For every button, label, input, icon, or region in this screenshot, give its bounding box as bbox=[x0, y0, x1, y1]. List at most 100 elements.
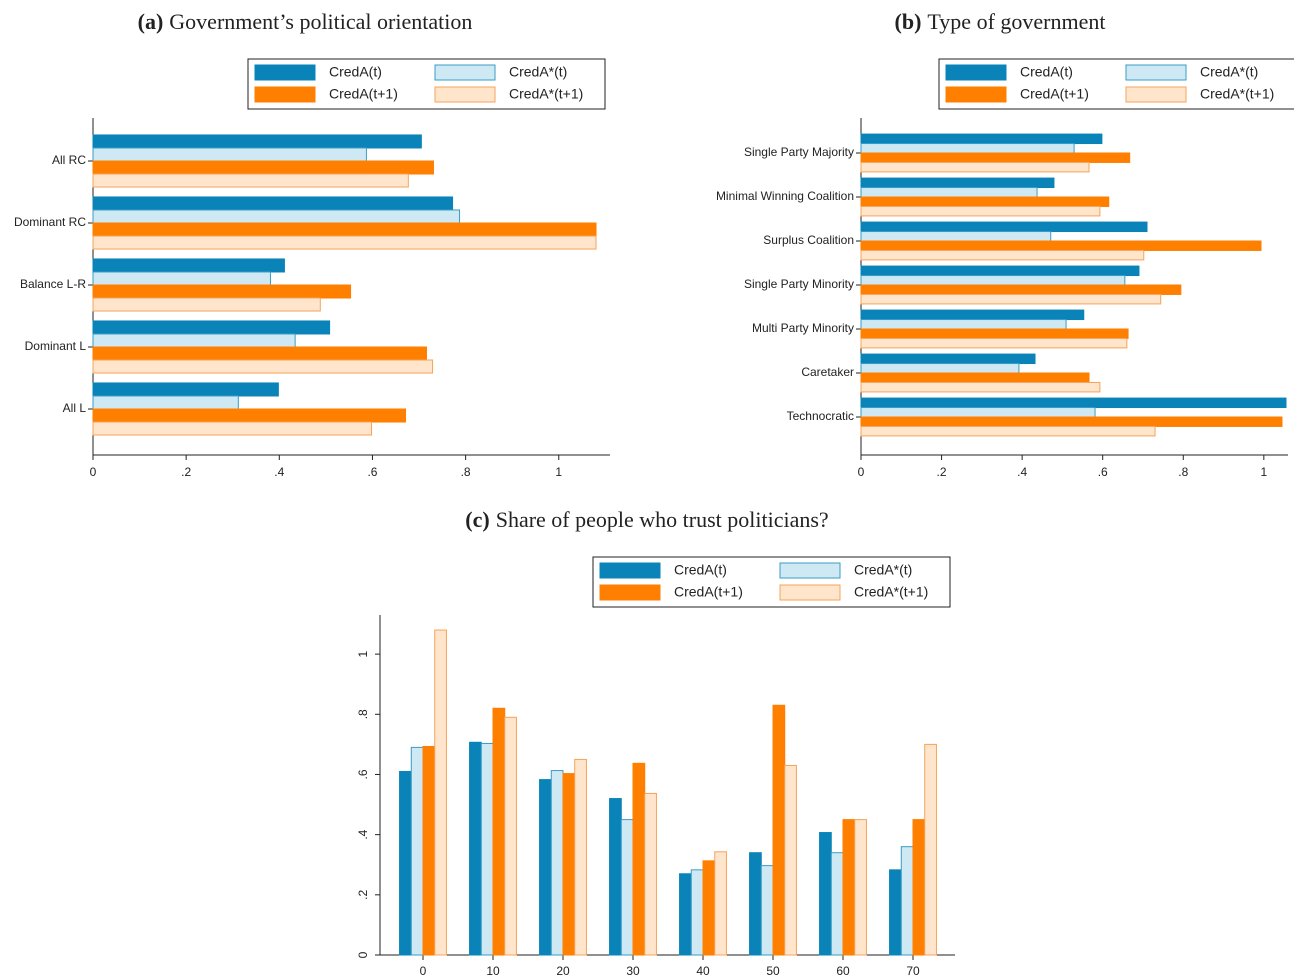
x-tick-label: .8 bbox=[1178, 465, 1188, 479]
legend-label: CredA*(t) bbox=[1200, 64, 1258, 80]
bar bbox=[860, 309, 1085, 321]
bar bbox=[492, 707, 506, 956]
legend-label: CredA(t+1) bbox=[674, 584, 743, 600]
legend-label: CredA(t) bbox=[674, 562, 727, 578]
bar bbox=[92, 382, 279, 397]
bar bbox=[784, 764, 797, 956]
y-tick-label: Caretaker bbox=[801, 365, 854, 379]
x-tick-label: 0 bbox=[90, 465, 97, 479]
x-tick-label: 40 bbox=[696, 964, 710, 978]
x-tick-label: 70 bbox=[906, 964, 920, 978]
bar bbox=[620, 819, 634, 956]
bar bbox=[749, 852, 762, 956]
x-tick-label: 1 bbox=[1260, 465, 1267, 479]
y-tick-label: Multi Party Minority bbox=[752, 321, 854, 335]
bar bbox=[860, 372, 1090, 383]
y-tick-label: .2 bbox=[356, 889, 370, 899]
y-tick-label: Single Party Minority bbox=[744, 277, 854, 291]
bar bbox=[860, 152, 1131, 163]
bar bbox=[469, 741, 482, 956]
chart-title: (a) Government’s political orientation bbox=[138, 9, 473, 34]
bar bbox=[860, 407, 1096, 418]
bar bbox=[562, 773, 576, 956]
bar bbox=[924, 743, 937, 956]
y-tick-label: .8 bbox=[356, 709, 370, 719]
bar bbox=[92, 134, 422, 149]
bar bbox=[860, 143, 1075, 154]
chart-title: (c) Share of people who trust politicians… bbox=[465, 507, 828, 532]
y-tick-label: .4 bbox=[356, 829, 370, 839]
legend-swatch bbox=[434, 86, 496, 103]
bar bbox=[860, 293, 1162, 305]
title-text: Type of government bbox=[927, 9, 1105, 34]
bar bbox=[92, 173, 409, 188]
chart-title: (b) Type of government bbox=[895, 9, 1106, 34]
bar bbox=[842, 819, 856, 956]
x-tick-label: .2 bbox=[937, 465, 947, 479]
bar bbox=[92, 297, 321, 312]
legend-label: CredA(t) bbox=[329, 64, 382, 80]
y-tick-label: Dominant RC bbox=[14, 215, 86, 229]
bar bbox=[434, 629, 447, 956]
legend-swatch bbox=[254, 86, 316, 103]
x-tick-label: .6 bbox=[367, 465, 377, 479]
x-tick-label: 20 bbox=[556, 964, 570, 978]
legend-swatch bbox=[599, 584, 661, 601]
bar bbox=[860, 133, 1103, 145]
x-tick-label: .4 bbox=[1017, 465, 1027, 479]
legend-label: CredA*(t+1) bbox=[509, 86, 583, 102]
bar bbox=[830, 852, 844, 956]
bar bbox=[860, 397, 1287, 409]
bar bbox=[92, 209, 461, 224]
bar bbox=[399, 770, 412, 956]
bar bbox=[644, 792, 657, 956]
bar bbox=[860, 381, 1101, 393]
bar bbox=[702, 860, 716, 956]
y-tick-label: Single Party Majority bbox=[744, 145, 854, 159]
legend-label: CredA(t) bbox=[1020, 64, 1073, 80]
y-tick-label: All RC bbox=[52, 153, 86, 167]
bar bbox=[92, 222, 597, 237]
x-tick-label: 0 bbox=[420, 964, 427, 978]
bar bbox=[860, 319, 1067, 330]
legend-label: CredA(t+1) bbox=[329, 86, 398, 102]
bar bbox=[860, 187, 1038, 198]
bar bbox=[92, 333, 296, 348]
legend-label: CredA*(t+1) bbox=[1200, 86, 1274, 102]
bar bbox=[632, 762, 646, 956]
bar bbox=[92, 160, 434, 175]
bar bbox=[889, 869, 902, 956]
y-tick-label: Dominant L bbox=[25, 339, 87, 353]
y-tick-label: All L bbox=[63, 401, 87, 415]
x-tick-label: 0 bbox=[858, 465, 865, 479]
bar bbox=[772, 704, 786, 956]
bar bbox=[92, 196, 454, 211]
bar bbox=[860, 196, 1110, 207]
bar bbox=[760, 865, 774, 956]
bar bbox=[92, 359, 434, 374]
legend-label: CredA*(t) bbox=[854, 562, 912, 578]
bar bbox=[860, 161, 1090, 173]
bar bbox=[92, 408, 407, 423]
bar bbox=[912, 819, 926, 956]
bar bbox=[92, 271, 271, 286]
legend-swatch bbox=[779, 562, 841, 579]
bar bbox=[422, 745, 436, 956]
legend-label: CredA(t+1) bbox=[1020, 86, 1089, 102]
x-tick-label: 10 bbox=[486, 964, 500, 978]
bar bbox=[860, 275, 1126, 286]
x-tick-label: .6 bbox=[1098, 465, 1108, 479]
bar bbox=[714, 851, 727, 956]
legend-label: CredA*(t) bbox=[509, 64, 567, 80]
legend-swatch bbox=[945, 64, 1007, 81]
bar bbox=[854, 819, 867, 956]
y-tick-label: Minimal Winning Coalition bbox=[716, 189, 854, 203]
bar bbox=[860, 425, 1156, 437]
bar bbox=[860, 363, 1020, 374]
bar bbox=[819, 832, 832, 956]
bar bbox=[860, 284, 1182, 295]
bar bbox=[860, 416, 1283, 427]
y-tick-label: Technocratic bbox=[787, 409, 854, 423]
y-tick-label: Surplus Coalition bbox=[763, 233, 854, 247]
bar bbox=[690, 869, 704, 956]
